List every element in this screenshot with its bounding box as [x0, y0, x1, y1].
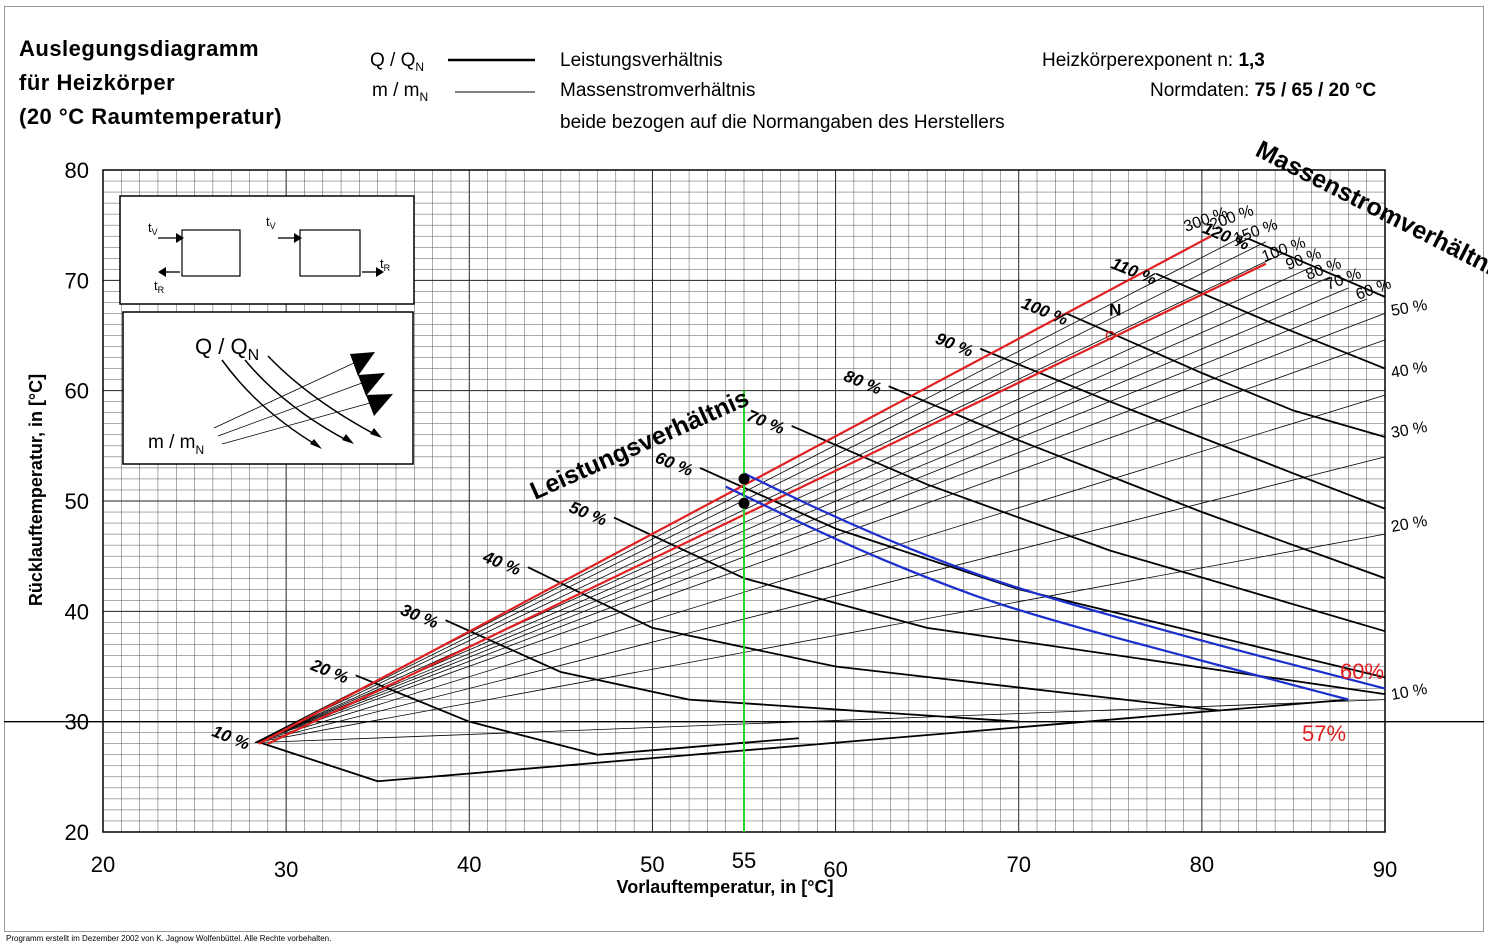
norm-point-marker	[1105, 330, 1116, 341]
mass-flow-line	[254, 339, 1386, 744]
x-axis-label: Vorlauftemperatur, in [°C]	[617, 877, 834, 897]
inset-tv-2: tV	[266, 214, 276, 231]
mass-flow-line	[254, 241, 1267, 743]
power-curve	[1065, 312, 1386, 438]
legend-note: beide bezogen auf die Normangaben des He…	[560, 112, 1005, 133]
power-curve	[355, 674, 800, 756]
norm-point-label: N	[1109, 301, 1121, 320]
legend-m-text: Massenstromverhältnis	[560, 80, 756, 101]
mass-flow-label: 50 %	[1390, 297, 1429, 320]
inset-tr-1: tR	[154, 278, 165, 295]
mass-flow-line	[254, 699, 1386, 744]
x-tick-label: 30	[274, 857, 298, 882]
power-curve-label: 40 %	[479, 547, 523, 580]
power-curve	[256, 698, 1349, 783]
power-curve-label: 80 %	[841, 366, 884, 398]
operating-point	[738, 473, 750, 485]
normdaten-info: Normdaten: 75 / 65 / 20 °C	[1150, 80, 1377, 101]
legend-q-symbol: Q / QN	[370, 50, 425, 74]
power-curve	[1247, 237, 1386, 298]
power-curve-label: 50 %	[566, 498, 609, 530]
y-tick-label: 70	[65, 268, 89, 293]
mass-flow-label: 40 %	[1390, 359, 1429, 382]
mass-flow-line	[254, 287, 1349, 743]
y-tick-label: 20	[65, 820, 89, 845]
power-curve-label: 110 %	[1109, 254, 1160, 289]
red-line	[267, 262, 1267, 745]
power-curve	[791, 425, 1386, 633]
mass-flow-line	[254, 298, 1367, 744]
power-curve-label: 20 %	[307, 655, 351, 688]
x-tick-label: 60	[823, 857, 847, 882]
x-tick-label: 20	[91, 852, 115, 877]
y-tick-label: 80	[65, 158, 89, 183]
power-curve-label: 10 %	[209, 722, 252, 754]
y-axis-label: Rücklauftemperatur, in [°C]	[26, 374, 46, 606]
x-tick-label: 55	[732, 848, 756, 873]
y-tick-label: 30	[65, 710, 89, 735]
power-curve-label: 30 %	[398, 600, 441, 632]
legend-m-symbol: m / mN	[372, 80, 429, 104]
mass-flow-lines	[254, 233, 1386, 744]
power-group-title: Leistungsverhältnis	[526, 384, 753, 506]
power-curve	[613, 516, 1386, 695]
y-tick-label: 40	[65, 599, 89, 624]
mass-flow-label: 30 %	[1390, 419, 1429, 442]
x-tick-label: 70	[1006, 852, 1030, 877]
mass-flow-label: 10 %	[1390, 681, 1429, 704]
blue-line	[725, 485, 1349, 701]
footer-copyright: Programm erstellt im Dezember 2002 von K…	[6, 934, 332, 943]
blue-line	[743, 472, 1386, 690]
mass-flow-line	[254, 394, 1386, 744]
inset-tr-2: tR	[380, 256, 391, 273]
power-curves	[256, 237, 1386, 783]
inset-tv-1: tV	[148, 220, 158, 237]
y-tick-label: 50	[65, 489, 89, 514]
power-curve	[979, 347, 1386, 510]
inset-connection-diagram: tV tR tV tR	[119, 195, 415, 305]
y-tick-label: 60	[65, 379, 89, 404]
inset-reading-guide: Q / QN m / mN	[122, 311, 414, 465]
title-line-2: für Heizkörper	[19, 70, 176, 95]
x-tick-label: 50	[640, 852, 664, 877]
exponent-info: Heizkörperexponent n: 1,3	[1042, 50, 1265, 71]
highlight-series	[258, 235, 1386, 832]
inset-q-label: Q / QN	[195, 334, 259, 364]
result-label-60: 60%	[1340, 659, 1384, 684]
x-tick-label: 80	[1190, 852, 1214, 877]
mass-flow-line	[254, 533, 1386, 744]
title-line-3: (20 °C Raumtemperatur)	[19, 104, 283, 129]
power-curve-label: 90 %	[933, 329, 976, 361]
operating-point	[738, 497, 750, 509]
mass-flow-label: 20 %	[1390, 513, 1429, 536]
inset-m-label: m / mN	[148, 432, 204, 457]
power-curve	[445, 619, 1019, 723]
figure-frame	[4, 6, 1484, 932]
title-line-1: Auslegungsdiagramm	[19, 36, 260, 61]
x-tick-label: 90	[1373, 857, 1397, 882]
x-tick-label: 40	[457, 852, 481, 877]
legend-q-text: Leistungsverhältnis	[560, 50, 723, 71]
result-label-57: 57%	[1302, 721, 1346, 746]
power-curve	[699, 467, 1386, 679]
mass-flow-line	[254, 313, 1386, 744]
power-curve	[1155, 272, 1386, 370]
power-curve	[527, 566, 1221, 712]
